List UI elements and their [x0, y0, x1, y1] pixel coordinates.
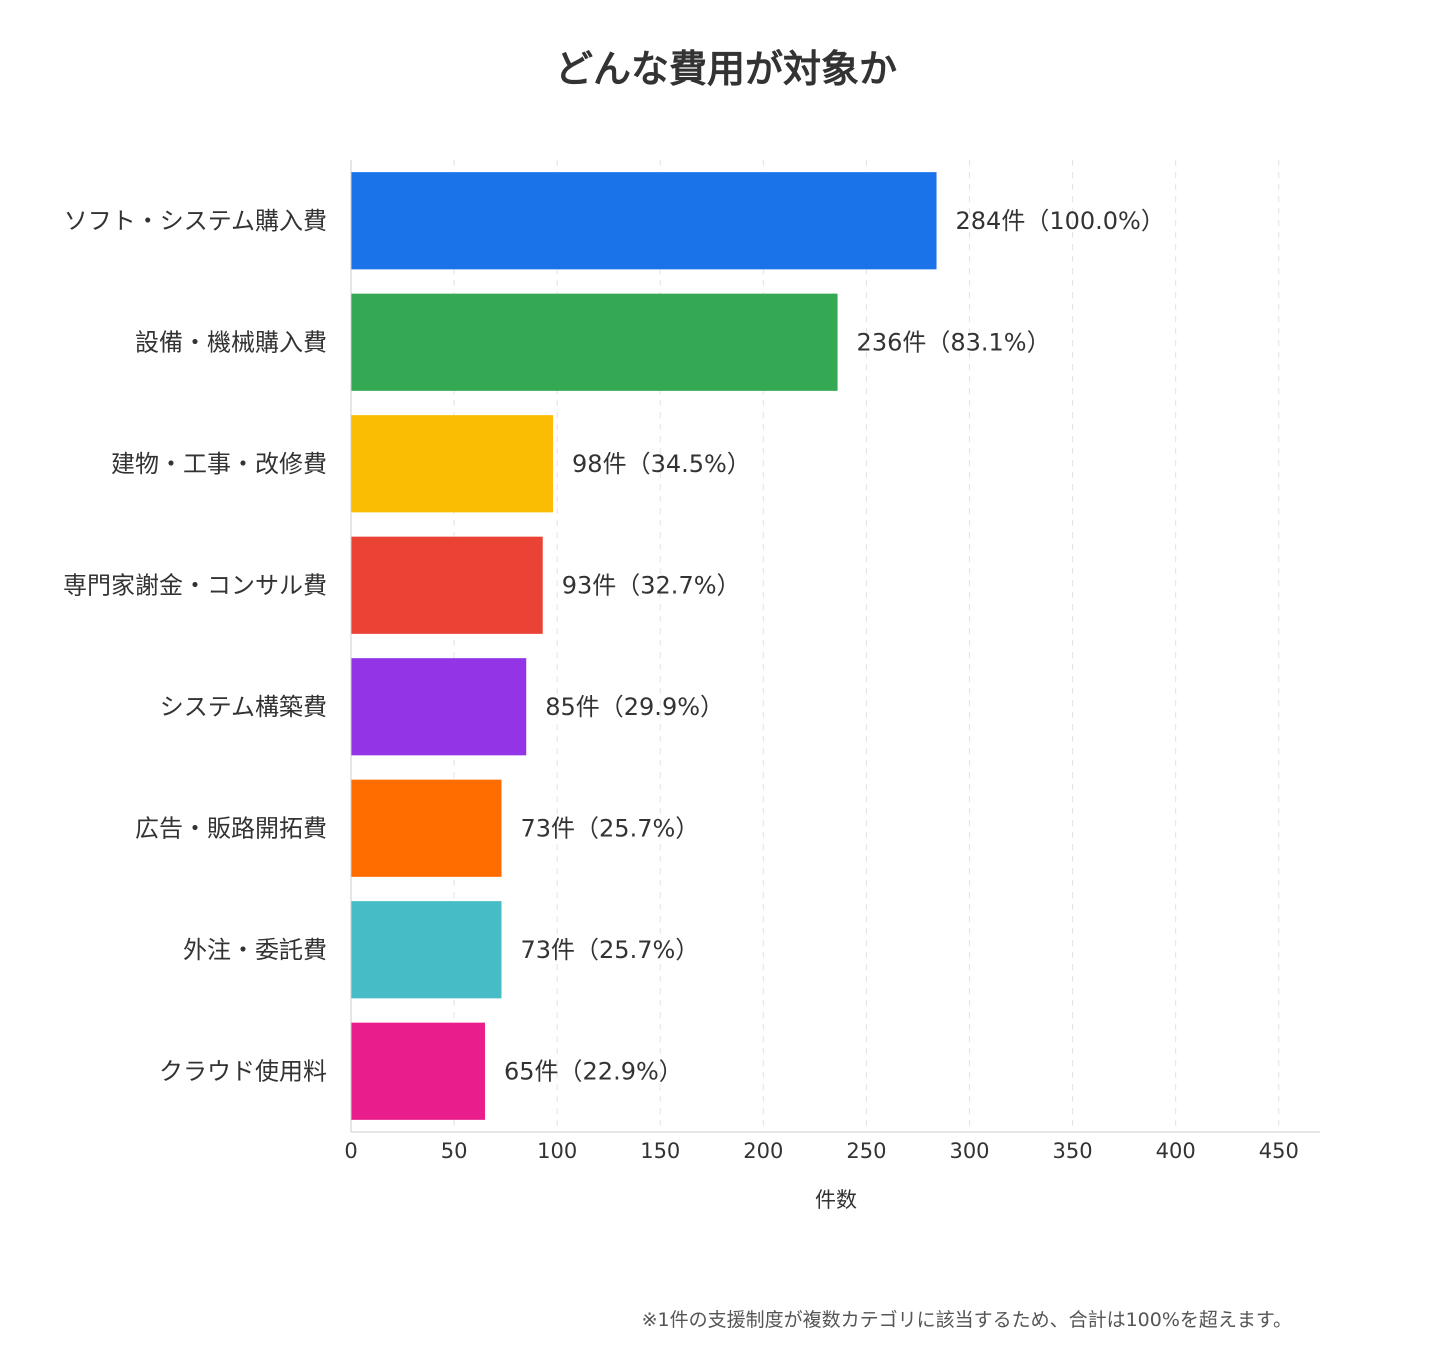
x-tick-label: 100 — [537, 1139, 577, 1163]
bar-data-label: 93件（32.7%） — [562, 571, 741, 599]
bar — [351, 901, 502, 999]
y-category-label: 広告・販路開拓費 — [135, 814, 327, 842]
y-category-label: 建物・工事・改修費 — [111, 450, 327, 478]
x-tick-label: 250 — [846, 1139, 886, 1163]
x-tick-label: 350 — [1053, 1139, 1093, 1163]
bar — [351, 779, 502, 877]
bar — [351, 293, 838, 391]
x-tick-label: 450 — [1259, 1139, 1299, 1163]
y-category-label: システム構築費 — [160, 693, 327, 721]
chart-title: どんな費用が対象か — [554, 47, 897, 91]
bar — [351, 172, 937, 270]
x-tick-label: 150 — [640, 1139, 680, 1163]
footnote: ※1件の支援制度が複数カテゴリに該当するため、合計は100%を超えます。 — [641, 1309, 1292, 1331]
bar-data-label: 98件（34.5%） — [572, 450, 751, 478]
bar-data-label: 73件（25.7%） — [521, 814, 700, 842]
bar-data-label: 85件（29.9%） — [545, 693, 724, 721]
y-category-label: 設備・機械購入費 — [135, 328, 327, 356]
bar-data-label: 284件（100.0%） — [956, 207, 1165, 235]
x-tick-label: 200 — [743, 1139, 783, 1163]
bar-data-label: 65件（22.9%） — [504, 1057, 683, 1085]
x-tick-label: 50 — [441, 1139, 468, 1163]
y-category-label: 外注・委託費 — [183, 936, 327, 964]
bar — [351, 415, 554, 513]
label-layer: ソフト・システム購入費 284件（100.0%） 設備・機械購入費 236件（83.1… — [63, 207, 1165, 1086]
bar — [351, 1022, 486, 1120]
bar — [351, 658, 527, 756]
y-category-label: 専門家謝金・コンサル費 — [63, 571, 327, 599]
x-tick-label: 0 — [344, 1139, 357, 1163]
x-tick-label: 400 — [1156, 1139, 1196, 1163]
x-tick-label: 300 — [949, 1139, 989, 1163]
y-category-label: クラウド使用料 — [159, 1057, 327, 1085]
bar-layer — [351, 172, 937, 1120]
x-axis-title: 件数 — [815, 1188, 857, 1212]
bar — [351, 536, 543, 634]
bar-data-label: 73件（25.7%） — [521, 936, 700, 964]
axis-layer: 0 50 100 150 200 250 300 350 400 450 — [344, 160, 1320, 1163]
y-category-label: ソフト・システム購入費 — [64, 207, 327, 235]
bar-data-label: 236件（83.1%） — [857, 328, 1051, 356]
